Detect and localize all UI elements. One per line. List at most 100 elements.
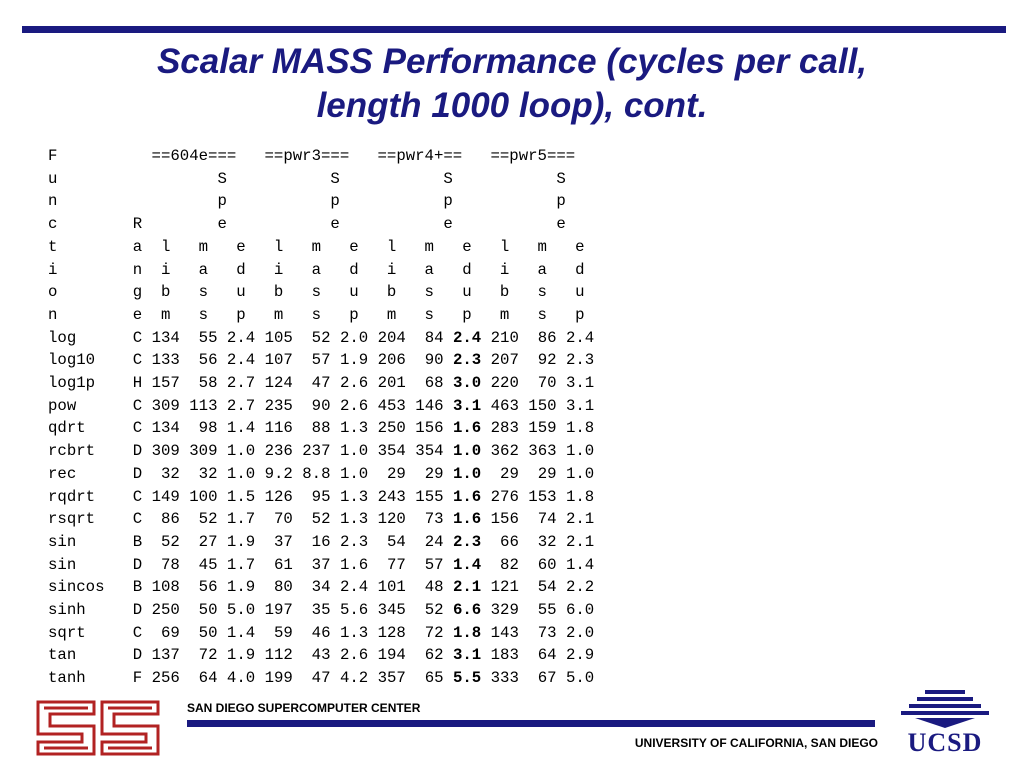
table-cell-c7: 250 — [377, 419, 406, 438]
table-cell-c9: 2.1 — [452, 578, 482, 597]
table-cell-c1: 133 — [151, 351, 180, 370]
table-cell-c5: 16 — [302, 532, 331, 551]
table-row: sinh D 250 50 5.0 197 35 5.6 345 52 6.6 … — [48, 601, 594, 619]
table-cell-c3: 2.4 — [226, 351, 256, 370]
table-cell-c1: 78 — [151, 555, 180, 574]
table-cell-c2: 56 — [189, 351, 218, 370]
header-line: n e m s p m s p m s p m s p — [48, 305, 585, 324]
table-cell-c9: 3.0 — [452, 374, 482, 393]
table-cell-c11: 64 — [528, 646, 557, 665]
table-cell-c1: 309 — [151, 442, 180, 461]
table-cell-func: rec — [48, 464, 77, 483]
table-row: tan D 137 72 1.9 112 43 2.6 194 62 3.1 1… — [48, 646, 594, 664]
table-cell-c1: 149 — [151, 487, 180, 506]
table-cell-c9: 2.3 — [452, 351, 482, 370]
table-cell-c8: 155 — [415, 487, 444, 506]
table-cell-c7: 201 — [377, 374, 406, 393]
table-cell-c3: 1.0 — [226, 464, 256, 483]
sdsc-logo-icon — [36, 700, 160, 756]
table-cell-c3: 4.0 — [226, 669, 256, 688]
table-cell-c3: 2.7 — [226, 396, 256, 415]
table-cell-c2: 56 — [189, 578, 218, 597]
table-cell-c7: 54 — [377, 532, 406, 551]
table-cell-c8: 24 — [415, 532, 444, 551]
sdsc-footer-text: SAN DIEGO SUPERCOMPUTER CENTER — [187, 701, 421, 715]
table-cell-func: sin — [48, 532, 77, 551]
table-cell-c11: 55 — [528, 601, 557, 620]
table-cell-func: log — [48, 328, 77, 347]
table-cell-range: D — [132, 646, 143, 665]
table-cell-c5: 88 — [302, 419, 331, 438]
table-cell-c8: 72 — [415, 623, 444, 642]
table-cell-range: C — [132, 396, 143, 415]
table-cell-c2: 55 — [189, 328, 218, 347]
table-cell-c12: 2.3 — [565, 351, 595, 370]
table-cell-c8: 57 — [415, 555, 444, 574]
table-row: rsqrt C 86 52 1.7 70 52 1.3 120 73 1.6 1… — [48, 510, 594, 528]
table-cell-c3: 1.5 — [226, 487, 256, 506]
table-cell-c9: 1.4 — [452, 555, 482, 574]
table-cell-c11: 150 — [528, 396, 557, 415]
table-cell-c1: 137 — [151, 646, 180, 665]
table-cell-c1: 32 — [151, 464, 180, 483]
table-cell-func: sqrt — [48, 623, 86, 642]
table-cell-range: B — [132, 532, 143, 551]
table-cell-func: tan — [48, 646, 77, 665]
table-cell-c3: 2.4 — [226, 328, 256, 347]
table-cell-range: C — [132, 328, 143, 347]
table-cell-range: C — [132, 623, 143, 642]
table-cell-c10: 210 — [490, 328, 519, 347]
table-cell-range: C — [132, 487, 143, 506]
table-cell-c9: 1.0 — [452, 442, 482, 461]
table-cell-c8: 156 — [415, 419, 444, 438]
table-cell-c4: 70 — [264, 510, 293, 529]
table-cell-range: D — [132, 555, 143, 574]
table-cell-c7: 77 — [377, 555, 406, 574]
table-cell-c10: 183 — [490, 646, 519, 665]
table-cell-c10: 362 — [490, 442, 519, 461]
table-cell-c9: 1.6 — [452, 419, 482, 438]
table-cell-c7: 453 — [377, 396, 406, 415]
table-cell-c3: 1.7 — [226, 555, 256, 574]
table-cell-c1: 157 — [151, 374, 180, 393]
table-cell-c5: 8.8 — [302, 464, 331, 483]
table-cell-c12: 3.1 — [565, 374, 595, 393]
performance-table-text: F ==604e=== ==pwr3=== ==pwr4+== ==pwr5==… — [48, 145, 594, 690]
table-cell-c3: 5.0 — [226, 601, 256, 620]
table-cell-c5: 43 — [302, 646, 331, 665]
table-cell-c2: 58 — [189, 374, 218, 393]
table-cell-func: sincos — [48, 578, 105, 597]
table-cell-c12: 2.1 — [565, 532, 595, 551]
table-cell-c6: 1.3 — [339, 419, 369, 438]
table-cell-c8: 52 — [415, 601, 444, 620]
table-cell-c8: 84 — [415, 328, 444, 347]
table-cell-c10: 143 — [490, 623, 519, 642]
table-cell-c5: 35 — [302, 601, 331, 620]
table-cell-c8: 65 — [415, 669, 444, 688]
table-cell-c6: 1.0 — [339, 442, 369, 461]
table-cell-c2: 72 — [189, 646, 218, 665]
table-cell-c2: 309 — [189, 442, 218, 461]
table-cell-c4: 236 — [264, 442, 293, 461]
table-cell-c9: 5.5 — [452, 669, 482, 688]
table-cell-c10: 276 — [490, 487, 519, 506]
table-row: sqrt C 69 50 1.4 59 46 1.3 128 72 1.8 14… — [48, 624, 594, 642]
table-cell-c11: 54 — [528, 578, 557, 597]
table-cell-c2: 98 — [189, 419, 218, 438]
table-cell-c2: 64 — [189, 669, 218, 688]
table-cell-c11: 73 — [528, 623, 557, 642]
table-cell-c11: 70 — [528, 374, 557, 393]
table-row: sincos B 108 56 1.9 80 34 2.4 101 48 2.1… — [48, 578, 594, 596]
table-cell-c10: 66 — [490, 532, 519, 551]
table-cell-c5: 47 — [302, 669, 331, 688]
table-cell-c3: 1.9 — [226, 532, 256, 551]
table-cell-c12: 2.1 — [565, 510, 595, 529]
table-cell-c12: 1.8 — [565, 419, 595, 438]
table-cell-c10: 283 — [490, 419, 519, 438]
table-cell-c11: 86 — [528, 328, 557, 347]
table-cell-c4: 116 — [264, 419, 293, 438]
table-cell-func: log1p — [48, 374, 96, 393]
table-cell-c5: 37 — [302, 555, 331, 574]
table-cell-range: C — [132, 419, 143, 438]
table-cell-c3: 1.0 — [226, 442, 256, 461]
